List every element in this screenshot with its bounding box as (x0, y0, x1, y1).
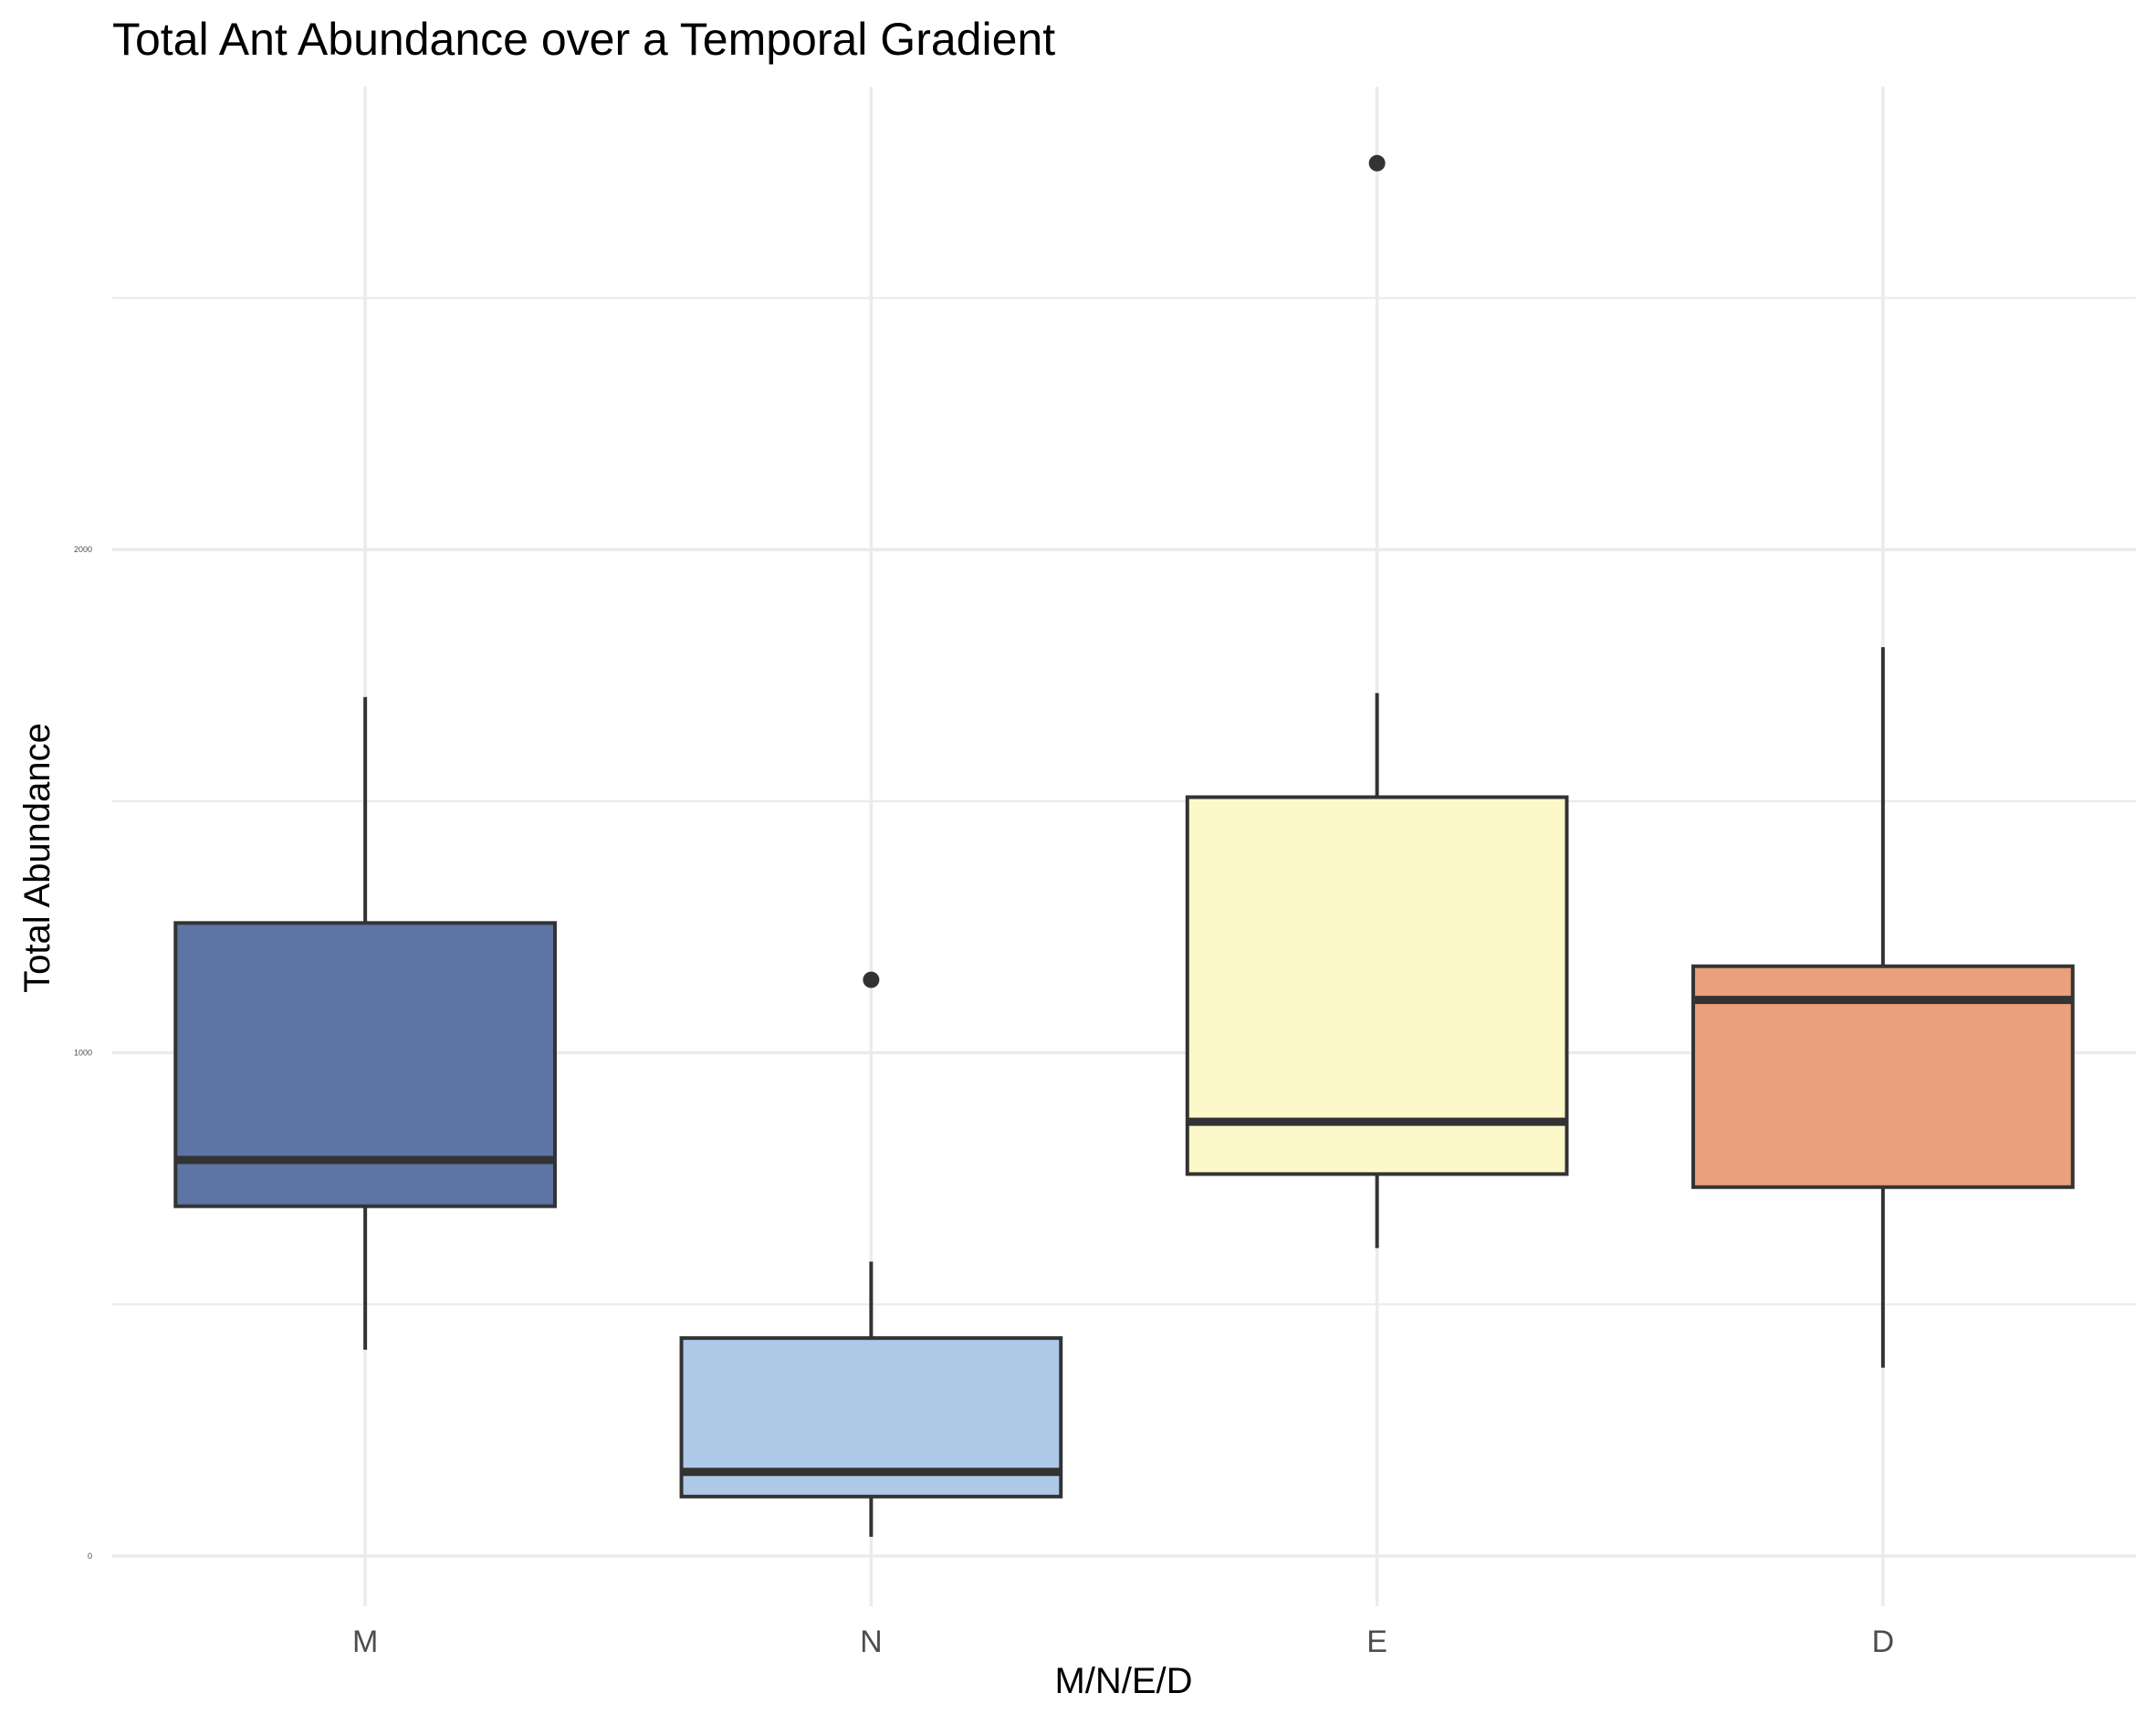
y-tick-label: 2000 (74, 545, 92, 554)
x-tick-label: E (1366, 1625, 1387, 1659)
y-axis-title: Total Abundance (17, 723, 58, 993)
outlier-point (863, 971, 880, 988)
x-tick-label: M (352, 1625, 378, 1659)
x-tick-label: D (1872, 1625, 1895, 1659)
box-body (1185, 795, 1569, 1176)
boxes (173, 154, 2075, 1537)
x-tick-label: N (860, 1625, 883, 1659)
outlier-point (1368, 154, 1386, 172)
box-E (1185, 154, 1569, 1249)
y-tick-label: 1000 (74, 1049, 92, 1058)
chart-title: Total Ant Abundance over a Temporal Grad… (112, 14, 1055, 65)
y-tick-label: 0 (88, 1552, 92, 1561)
x-axis-title: M/N/E/D (1054, 1661, 1192, 1701)
y-tick-labels: 0 1000 2000 (74, 545, 92, 1561)
box-N (679, 971, 1063, 1537)
box-M (173, 696, 557, 1350)
grid-lines (112, 87, 2136, 1606)
box-D (1691, 647, 2075, 1368)
